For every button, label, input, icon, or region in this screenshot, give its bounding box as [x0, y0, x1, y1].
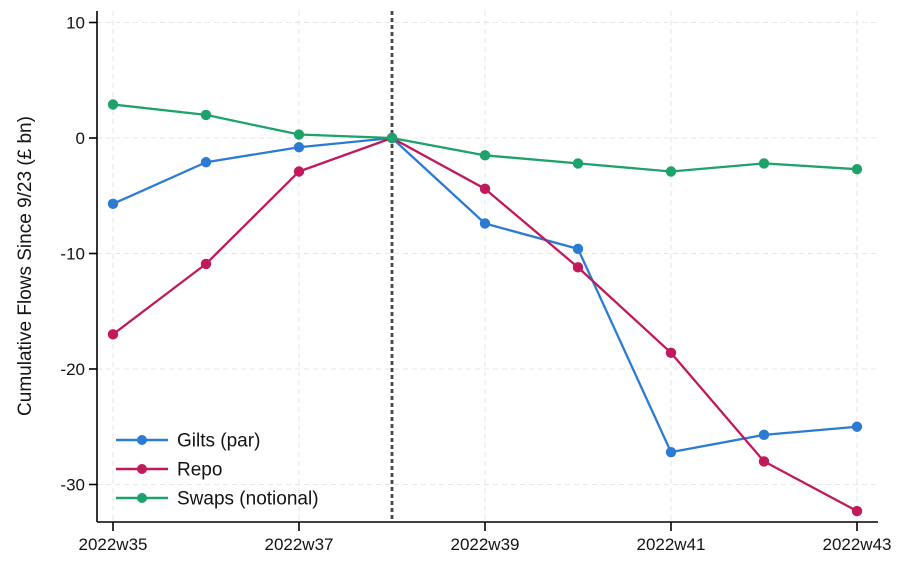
data-point-repo — [293, 166, 305, 177]
legend-marker — [137, 493, 147, 503]
x-tick-label: 2022w41 — [636, 535, 705, 554]
y-tick-label: 10 — [66, 13, 85, 32]
data-point-swaps-notional — [386, 132, 398, 144]
data-point-repo — [665, 347, 677, 359]
data-point-repo — [851, 505, 863, 517]
data-point-repo — [479, 183, 491, 195]
data-point-swaps-notional — [572, 158, 584, 169]
data-point-gilts-par — [200, 157, 212, 168]
y-tick-label: 0 — [76, 129, 85, 148]
y-tick-label: -20 — [60, 360, 85, 379]
data-point-swaps-notional — [107, 99, 119, 110]
data-point-gilts-par — [758, 429, 770, 441]
legend-marker — [137, 464, 147, 474]
data-point-gilts-par — [665, 446, 677, 458]
x-tick-label: 2022w35 — [78, 535, 147, 554]
data-point-swaps-notional — [851, 163, 863, 175]
y-tick-label: -30 — [60, 475, 85, 494]
data-point-gilts-par — [851, 421, 863, 432]
data-point-repo — [758, 456, 770, 467]
data-point-repo — [200, 258, 212, 270]
x-tick-label: 2022w37 — [264, 535, 333, 554]
data-point-swaps-notional — [200, 109, 212, 121]
legend-label: Gilts (par) — [177, 430, 260, 451]
legend-label: Repo — [177, 459, 222, 480]
data-point-swaps-notional — [665, 166, 677, 177]
data-point-gilts-par — [107, 198, 119, 210]
x-tick-label: 2022w39 — [450, 535, 519, 554]
x-tick-label: 2022w43 — [822, 535, 891, 554]
y-tick-label: -10 — [60, 244, 85, 263]
data-point-swaps-notional — [479, 150, 491, 161]
data-point-gilts-par — [479, 218, 491, 229]
data-point-gilts-par — [572, 243, 584, 255]
data-point-gilts-par — [293, 142, 305, 153]
data-point-repo — [107, 329, 119, 340]
data-point-repo — [572, 262, 584, 273]
data-point-swaps-notional — [758, 158, 770, 169]
legend-label: Swaps (notional) — [177, 488, 319, 509]
data-point-swaps-notional — [293, 129, 305, 140]
y-axis-title: Cumulative Flows Since 9/23 (£ bn) — [15, 116, 36, 416]
legend-marker — [137, 435, 147, 445]
